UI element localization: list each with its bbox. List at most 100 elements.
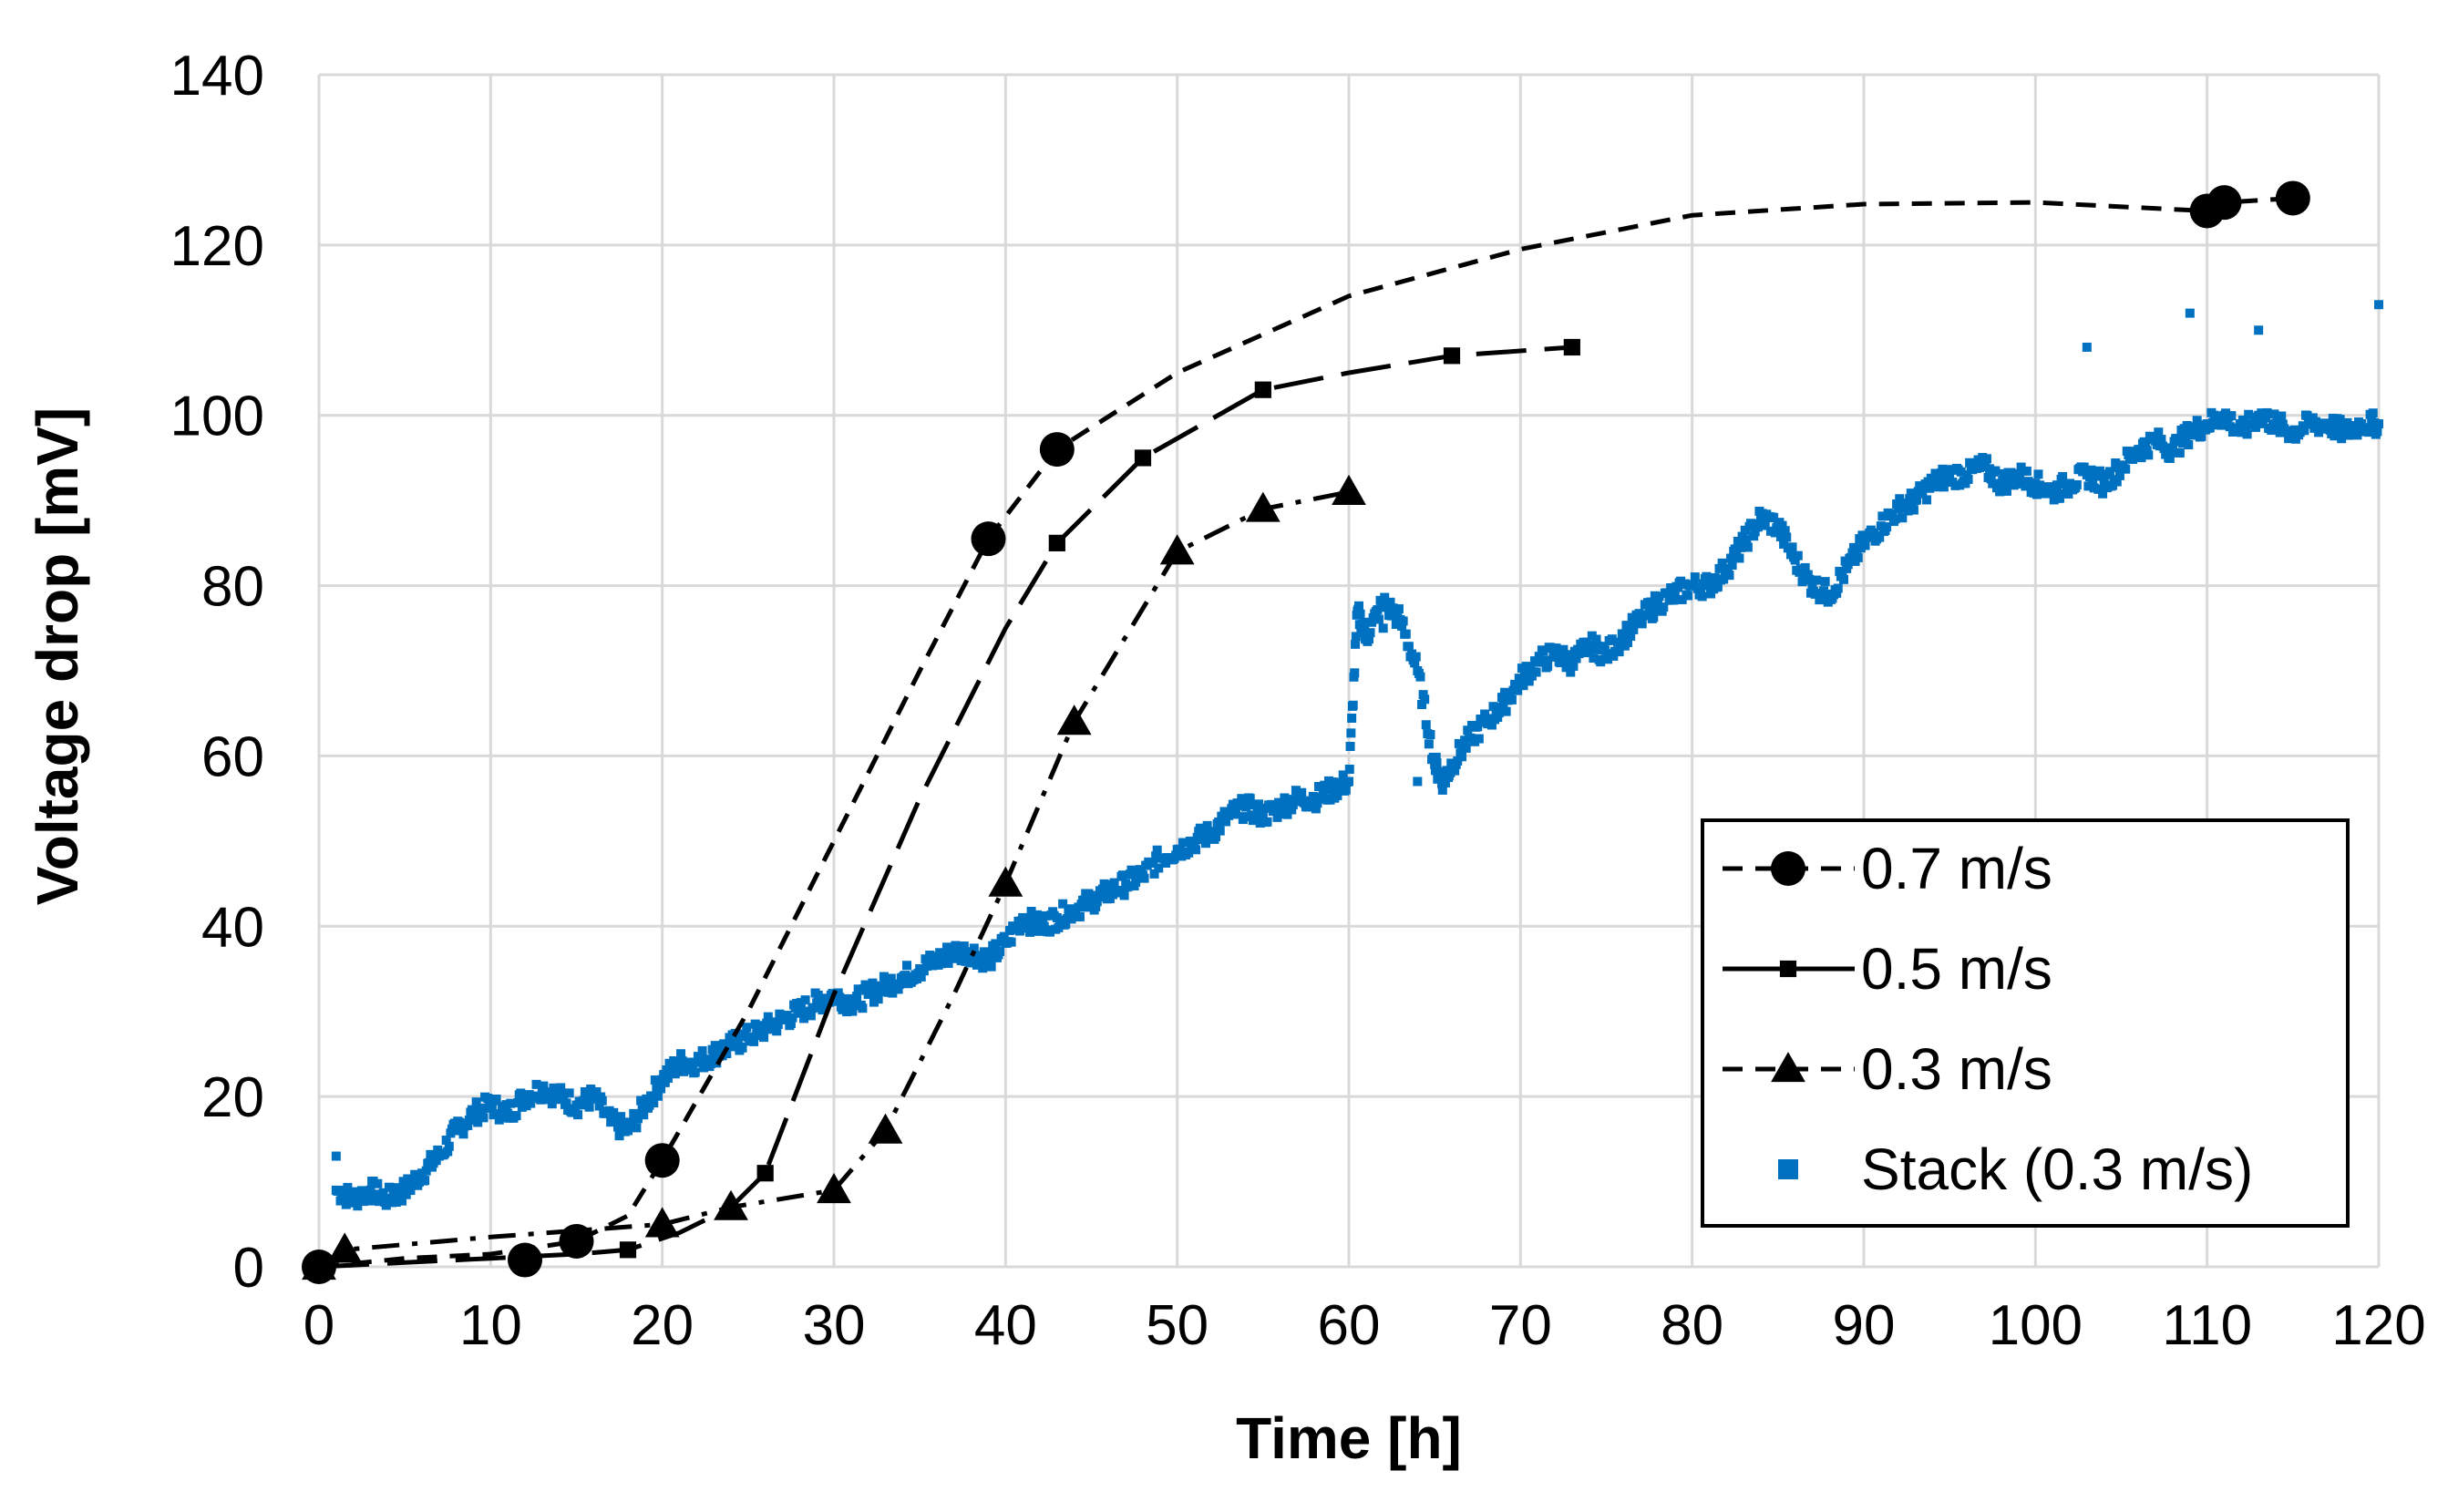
x-tick-label: 0 <box>303 1294 334 1357</box>
stack-point <box>1235 800 1245 810</box>
stack-point <box>650 1075 660 1085</box>
stack-point <box>1819 586 1829 596</box>
stack-point <box>886 973 896 983</box>
stack-point <box>936 959 946 969</box>
stack-point <box>1091 901 1101 911</box>
stack-point <box>1275 802 1285 812</box>
stack-point <box>1023 921 1034 931</box>
stack-series <box>331 300 2383 1211</box>
stack-point <box>1385 597 1395 607</box>
stack-point <box>426 1149 436 1159</box>
stack-point <box>706 1059 716 1069</box>
square-marker <box>1563 338 1580 356</box>
stack-point <box>1903 506 1913 516</box>
stack-point <box>1350 668 1360 678</box>
legend-box <box>1701 818 2350 1228</box>
stack-point <box>1424 739 1434 749</box>
stack-point <box>564 1088 574 1098</box>
stack-point <box>1912 495 1922 505</box>
circle-marker <box>2275 180 2310 216</box>
stack-point <box>1699 579 1709 589</box>
stack-point <box>1706 589 1716 599</box>
stack-point <box>1644 604 1654 614</box>
x-tick-label: 90 <box>1833 1294 1896 1357</box>
stack-point <box>2154 427 2164 437</box>
stack-point <box>809 1003 819 1013</box>
stack-point <box>2001 486 2011 496</box>
stack-point <box>343 1182 353 1192</box>
circle-marker <box>644 1143 680 1178</box>
stack-point <box>1799 575 1809 585</box>
stack-point <box>594 1101 604 1111</box>
stack-point <box>420 1176 430 1186</box>
stack-point <box>1734 553 1744 563</box>
stack-point <box>959 941 969 951</box>
stack-point <box>1832 588 1842 598</box>
stack-point <box>591 1086 602 1096</box>
stack-point <box>2139 437 2149 447</box>
stack-point <box>1015 926 1025 936</box>
stack-point <box>1780 526 1790 536</box>
x-tick-label: 100 <box>1989 1294 2083 1357</box>
stack-point <box>1812 575 1822 585</box>
stack-point <box>787 1013 797 1023</box>
stack-point <box>491 1094 501 1104</box>
stack-point <box>1538 646 1548 656</box>
stack-point <box>1215 826 1225 836</box>
x-tick-label: 20 <box>631 1294 694 1357</box>
stack-point <box>1195 823 1205 833</box>
stack-point <box>2142 446 2152 456</box>
stack-point <box>1425 729 1435 739</box>
square-marker <box>1443 347 1461 365</box>
stack-point <box>1421 720 1431 730</box>
stack-point <box>483 1093 493 1103</box>
stack-point <box>2269 409 2279 419</box>
y-tick-label: 120 <box>170 215 264 278</box>
stack-point <box>441 1135 451 1145</box>
stack-point <box>1149 869 1159 879</box>
stack-point <box>1297 787 1307 797</box>
stack-point <box>1351 639 1361 649</box>
stack-point <box>526 1098 536 1108</box>
square-marker <box>1134 449 1152 467</box>
stack-point <box>2121 464 2131 474</box>
stack-point <box>1793 550 1803 561</box>
stack-point <box>473 1117 483 1127</box>
legend-label-0.3: 0.3 m/s <box>1861 1036 2052 1102</box>
stack-point <box>1614 647 1624 657</box>
x-tick-label: 80 <box>1661 1294 1723 1357</box>
stack-point <box>2335 415 2345 425</box>
stack-point <box>1411 652 1421 662</box>
stack-point <box>1875 532 1885 542</box>
stack-point <box>1726 553 1736 563</box>
stack-point <box>580 1086 590 1096</box>
stack-point <box>2314 427 2324 437</box>
stack-point <box>1690 572 1700 582</box>
stack-point <box>965 958 975 968</box>
triangle-marker <box>1245 491 1281 522</box>
stack-point <box>1641 611 1651 621</box>
stack-point <box>1569 661 1579 671</box>
stack-point <box>852 992 862 1002</box>
stack-point <box>676 1049 686 1059</box>
stack-point <box>1092 897 1102 907</box>
stack-point <box>1363 634 1373 644</box>
stack-point <box>391 1198 401 1208</box>
stack-point <box>858 1003 868 1013</box>
stack-point <box>1933 477 1943 487</box>
stack-point <box>2244 409 2254 419</box>
stack-point <box>669 1055 679 1065</box>
stack-point <box>2262 407 2272 417</box>
stack-point <box>1124 881 1134 891</box>
stack-point <box>1654 591 1664 602</box>
stack-point <box>1534 652 1544 662</box>
x-tick-label: 70 <box>1489 1294 1552 1357</box>
stack-point <box>742 1023 752 1033</box>
stack-point <box>487 1102 497 1112</box>
stack-point <box>378 1188 388 1198</box>
stack-point <box>496 1113 506 1123</box>
stack-point <box>1669 595 1679 605</box>
stack-point <box>1736 542 1746 552</box>
legend: 0.7 m/s 0.5 m/s 0.3 m/s Stack (0.3 m/s) <box>1701 818 2350 1228</box>
